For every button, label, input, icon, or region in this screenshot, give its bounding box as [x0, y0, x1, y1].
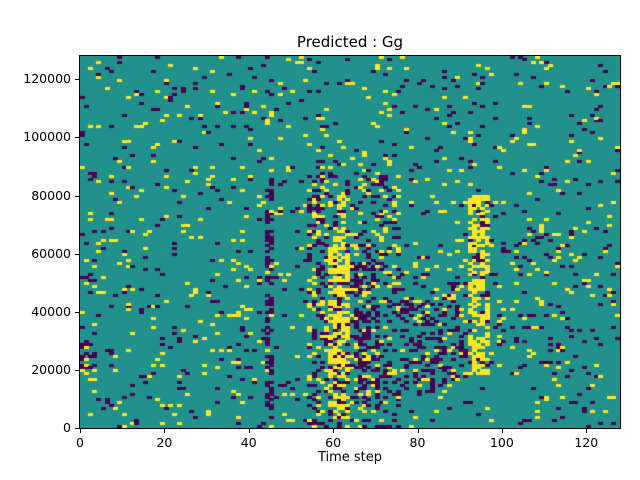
x-tick-mark	[80, 429, 81, 433]
y-tick-label: 80000	[31, 187, 71, 203]
y-tick-mark	[75, 195, 79, 197]
y-tick-mark	[75, 369, 79, 371]
y-tick-mark	[75, 428, 79, 429]
x-tick-label: 40	[240, 435, 257, 450]
x-axis-label: Time step	[317, 450, 383, 465]
x-tick-label: 120	[574, 435, 599, 450]
y-tick-label: 0	[63, 420, 71, 435]
x-tick-label: 0	[76, 435, 84, 450]
y-tick-label: 60000	[31, 245, 71, 261]
heatmap-plot-area	[79, 55, 621, 429]
chart-title: Predicted : Gg	[296, 33, 404, 51]
y-tick-label: 120000	[23, 71, 71, 87]
x-tick-label: 80	[409, 435, 426, 450]
y-tick-mark	[75, 137, 79, 139]
x-tick-mark	[248, 429, 250, 433]
y-tick-label: 20000	[31, 361, 71, 377]
x-tick-mark	[501, 429, 503, 433]
x-tick-label: 60	[325, 435, 342, 450]
x-tick-mark	[417, 429, 419, 433]
x-tick-label: 20	[156, 435, 173, 450]
x-tick-mark	[164, 429, 166, 433]
y-tick-label: 100000	[23, 129, 71, 145]
y-tick-label: 40000	[31, 303, 71, 319]
y-tick-mark	[75, 79, 79, 81]
x-tick-label: 100	[489, 435, 514, 450]
y-tick-mark	[75, 311, 79, 313]
x-tick-mark	[586, 429, 588, 433]
x-tick-mark	[333, 429, 335, 433]
y-tick-mark	[75, 253, 79, 255]
